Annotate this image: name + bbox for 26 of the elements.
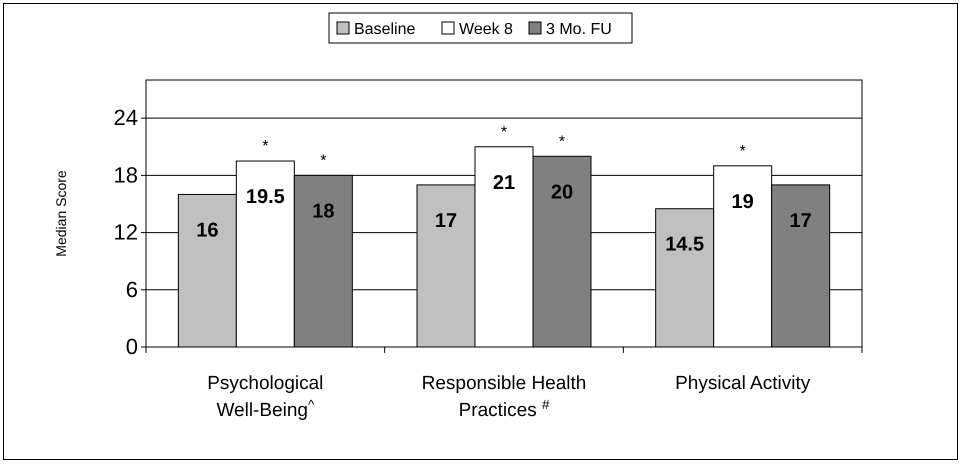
annotation: * bbox=[262, 138, 268, 156]
data-label: 18 bbox=[312, 200, 334, 222]
data-label: 14.5 bbox=[665, 234, 704, 256]
x-tick-label: Responsible Health Practices $^{#}$ bbox=[422, 373, 586, 421]
annotation: * bbox=[320, 152, 326, 170]
data-label: 17 bbox=[434, 210, 458, 232]
annotation: * bbox=[740, 142, 746, 160]
y-tick-label: 24 bbox=[114, 105, 138, 130]
y-tick-label: 18 bbox=[114, 162, 138, 188]
data-label: 17 bbox=[790, 210, 812, 232]
annotation: * bbox=[500, 124, 508, 141]
data-label: 19 bbox=[732, 190, 754, 213]
legend-label: 3 Mo. FU bbox=[546, 21, 612, 38]
y-tick-label: 12 bbox=[114, 220, 138, 245]
x-tick-label: Physical Activity bbox=[675, 373, 811, 394]
data-label: 16 bbox=[196, 219, 218, 242]
annotation: * bbox=[558, 133, 566, 150]
x-tick-label: Psychological Well-Being$^{^}$ bbox=[207, 373, 324, 421]
legend-label: Week 8 bbox=[459, 21, 514, 38]
legend-label: Baseline bbox=[354, 21, 416, 38]
data-label: 21 bbox=[492, 172, 516, 194]
y-tick-label: 6 bbox=[126, 276, 138, 302]
y-tick-label: 0 bbox=[126, 334, 138, 360]
data-label: 19.5 bbox=[246, 186, 285, 208]
data-label: 20 bbox=[550, 181, 574, 204]
y-axis-title: Median Score bbox=[53, 170, 69, 257]
